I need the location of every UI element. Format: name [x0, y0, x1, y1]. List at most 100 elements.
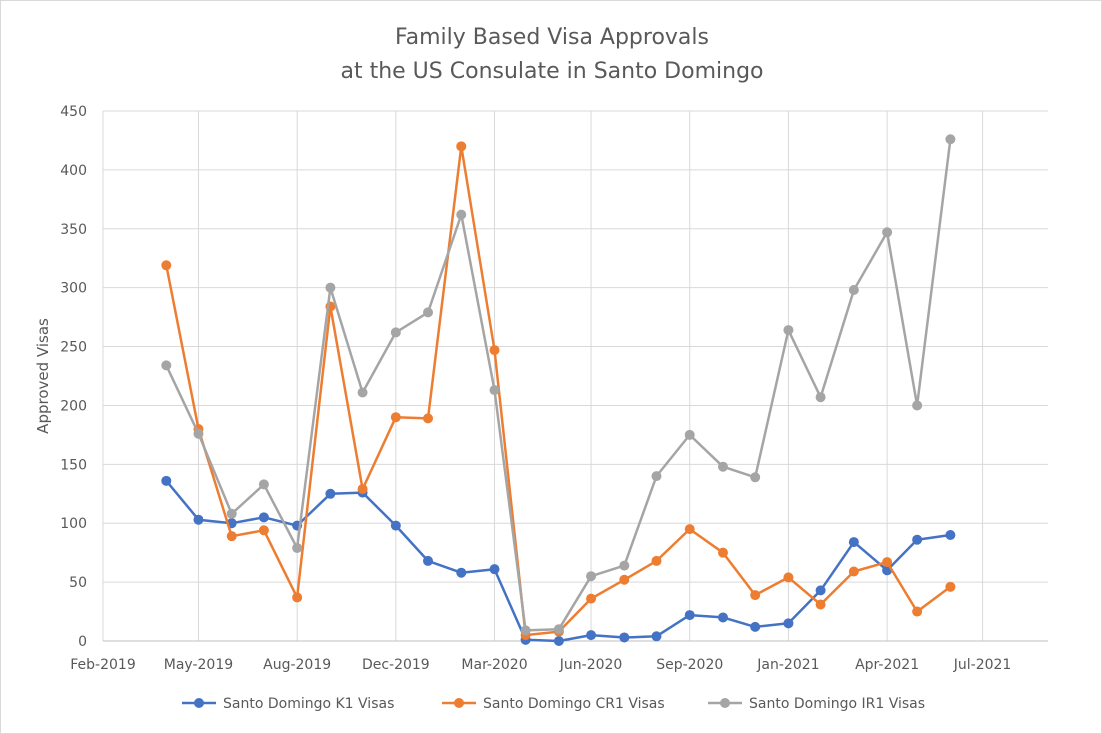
data-point [750, 590, 761, 601]
data-point [848, 537, 859, 548]
data-point [651, 631, 662, 642]
data-point [390, 520, 401, 531]
data-point [456, 209, 467, 220]
data-point [292, 542, 303, 553]
data-point [586, 593, 597, 604]
data-point [586, 630, 597, 641]
data-point [945, 581, 956, 592]
data-point [750, 621, 761, 632]
x-tick-label: Apr-2021 [855, 657, 919, 673]
series-line [165, 145, 952, 637]
data-point [258, 525, 269, 536]
data-point [783, 572, 794, 583]
data-point [226, 531, 237, 542]
y-tick-label: 150 [60, 457, 87, 473]
x-tick-label: Mar-2020 [461, 657, 527, 673]
legend: Santo Domingo K1 Visas Santo Domingo CR1 … [182, 696, 925, 712]
y-tick-label: 450 [60, 104, 87, 120]
data-point [684, 610, 695, 621]
y-tick-label: 350 [60, 222, 87, 238]
data-point [161, 360, 172, 371]
data-point [325, 282, 336, 293]
series-group [161, 141, 956, 641]
data-point [684, 524, 695, 535]
data-point [258, 512, 269, 523]
data-point [783, 325, 794, 336]
data-point [489, 564, 500, 575]
series-group [161, 134, 956, 636]
axes: 0 50 100 150 200 250 300 350 400 450 Feb-2019 May-2… [60, 104, 1048, 673]
data-point [489, 385, 500, 396]
legend-label: Santo Domingo IR1 Visas [749, 696, 925, 712]
x-tick-label: Feb-2019 [70, 657, 135, 673]
data-point [619, 574, 630, 585]
series-line [165, 480, 951, 643]
legend-marker [194, 698, 204, 708]
y-tick-label: 50 [69, 575, 87, 591]
data-point [912, 534, 923, 545]
data-point [226, 508, 237, 519]
legend-marker [720, 698, 730, 708]
y-tick-label: 400 [60, 163, 87, 179]
x-tick-label: Aug-2019 [263, 657, 331, 673]
x-tick-label: May-2019 [164, 657, 233, 673]
legend-label: Santo Domingo CR1 Visas [483, 696, 665, 712]
data-point [456, 567, 467, 578]
x-tick-label: Sep-2020 [656, 657, 723, 673]
data-point [848, 285, 859, 296]
data-point [456, 141, 467, 152]
series-line [165, 139, 952, 632]
data-point [292, 592, 303, 603]
x-tick-label: Jan-2021 [756, 657, 819, 673]
data-point [815, 392, 826, 403]
data-point [912, 400, 923, 411]
legend-label: Santo Domingo K1 Visas [223, 696, 394, 712]
data-point [586, 571, 597, 582]
x-tick-label: Jul-2021 [953, 657, 1012, 673]
data-point [783, 618, 794, 629]
data-point [651, 555, 662, 566]
y-tick-label: 250 [60, 340, 87, 356]
chart-subtitle: at the US Consulate in Santo Domingo [340, 59, 763, 84]
data-point [717, 612, 728, 623]
data-point [423, 307, 434, 318]
data-point [750, 472, 761, 483]
chart-title: Family Based Visa Approvals [395, 25, 709, 50]
y-tick-label: 300 [60, 281, 87, 297]
legend-item: Santo Domingo CR1 Visas [442, 696, 665, 712]
data-point [651, 471, 662, 482]
y-tick-label: 200 [60, 398, 87, 414]
data-point [848, 566, 859, 577]
y-tick-label: 0 [78, 634, 87, 650]
data-point [193, 514, 204, 525]
data-point [390, 412, 401, 423]
data-point [325, 488, 336, 499]
series-group [161, 475, 956, 646]
data-point [357, 387, 368, 398]
data-point [489, 345, 500, 356]
data-point [717, 461, 728, 472]
data-point [945, 134, 956, 145]
x-tick-label: Dec-2019 [362, 657, 430, 673]
legend-marker [454, 698, 464, 708]
x-tick-label: Jun-2020 [559, 657, 623, 673]
data-point [390, 327, 401, 338]
y-axis-title: Approved Visas [34, 318, 52, 434]
data-point [193, 428, 204, 439]
data-point [815, 599, 826, 610]
data-point [553, 636, 564, 646]
data-point [520, 625, 531, 636]
series-lines [161, 134, 956, 646]
data-point [815, 585, 826, 596]
data-point [619, 632, 630, 643]
data-point [161, 475, 172, 486]
data-point [912, 606, 923, 617]
legend-item: Santo Domingo K1 Visas [182, 696, 394, 712]
data-point [258, 479, 269, 490]
data-point [423, 555, 434, 566]
data-point [161, 260, 172, 271]
legend-item: Santo Domingo IR1 Visas [708, 696, 925, 712]
data-point [357, 484, 368, 495]
